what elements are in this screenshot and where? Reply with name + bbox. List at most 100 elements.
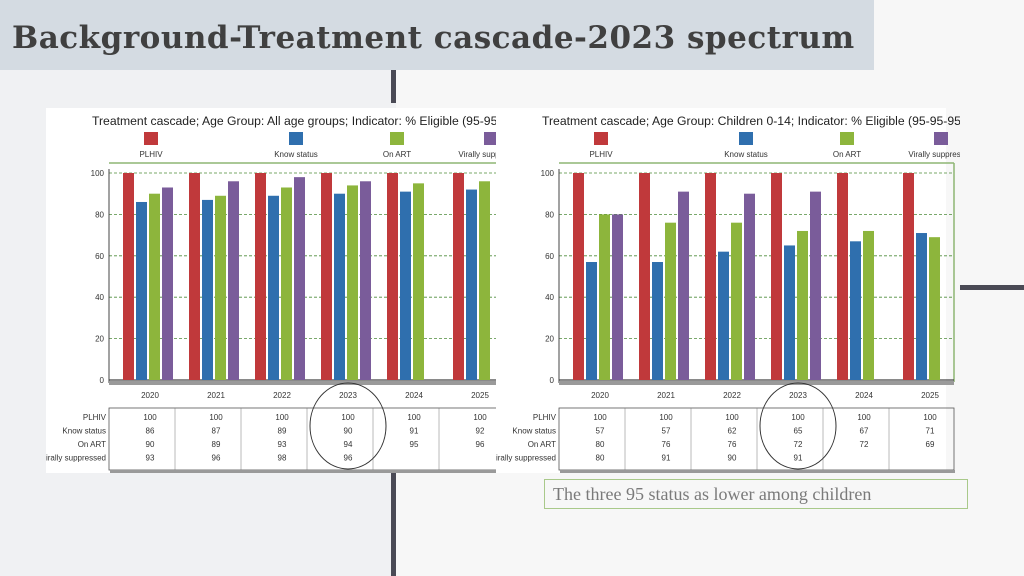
bar-on-art	[797, 230, 808, 380]
x-axis-shadow	[109, 381, 496, 385]
y-tick-label: 20	[95, 335, 104, 344]
x-tick-label: 2025	[921, 391, 939, 400]
bar-on-art	[599, 214, 610, 380]
legend-swatch	[484, 132, 496, 145]
slide-title: Background-Treatment cascade-2023 spectr…	[12, 20, 855, 56]
legend-swatch	[739, 132, 753, 145]
y-tick-label: 100	[541, 169, 555, 178]
table-cell: 100	[923, 413, 937, 422]
chart-title: Treatment cascade; Age Group: Children 0…	[542, 114, 960, 128]
table-cell: 69	[926, 440, 935, 449]
table-cell: 100	[407, 413, 421, 422]
chart-panel-children: Treatment cascade; Age Group: Children 0…	[496, 108, 960, 473]
bar-know-status	[784, 245, 795, 380]
legend-label: Virally suppressed	[458, 150, 496, 159]
y-tick-label: 60	[545, 252, 554, 261]
table-cell: 100	[473, 413, 487, 422]
legend-label: PLHIV	[589, 150, 613, 159]
legend-swatch	[840, 132, 854, 145]
table-cell: 95	[410, 440, 419, 449]
bar-plhiv	[705, 173, 716, 380]
table-cell: 57	[596, 427, 605, 436]
table-cell: 91	[410, 427, 419, 436]
y-tick-label: 100	[91, 169, 105, 178]
data-table-shadow	[560, 470, 955, 473]
table-cell: 94	[344, 440, 353, 449]
bar-virally-suppressed	[162, 187, 173, 380]
data-table-shadow	[110, 470, 496, 473]
highlight-ellipse	[309, 382, 387, 470]
bar-virally-suppressed	[228, 181, 239, 380]
bar-plhiv	[573, 173, 584, 380]
x-tick-label: 2025	[471, 391, 489, 400]
bar-plhiv	[771, 173, 782, 380]
legend-swatch	[390, 132, 404, 145]
table-cell: 89	[212, 440, 221, 449]
table-cell: 96	[476, 440, 485, 449]
table-row-label: PLHIV	[533, 413, 557, 422]
table-cell: 91	[794, 454, 803, 463]
bar-know-status	[850, 241, 861, 380]
table-cell: 100	[209, 413, 223, 422]
legend-label: Virally suppressed	[908, 150, 960, 159]
x-tick-label: 2024	[405, 391, 423, 400]
x-tick-label: 2020	[141, 391, 159, 400]
bar-virally-suppressed	[810, 191, 821, 380]
legend-label: On ART	[833, 150, 861, 159]
table-cell: 100	[341, 413, 355, 422]
table-cell: 98	[278, 454, 287, 463]
x-tick-label: 2021	[207, 391, 225, 400]
bar-plhiv	[903, 173, 914, 380]
bar-virally-suppressed	[744, 193, 755, 380]
bar-virally-suppressed	[612, 214, 623, 380]
bar-plhiv	[639, 173, 650, 380]
y-tick-label: 80	[95, 210, 104, 219]
legend-label: On ART	[383, 150, 411, 159]
table-cell: 93	[146, 454, 155, 463]
table-cell: 100	[725, 413, 739, 422]
x-tick-label: 2024	[855, 391, 873, 400]
legend-label: Know status	[724, 150, 768, 159]
data-table-frame	[108, 407, 496, 471]
chart-children: Treatment cascade; Age Group: Children 0…	[496, 114, 960, 473]
x-tick-label: 2023	[789, 391, 807, 400]
table-cell: 93	[278, 440, 287, 449]
bar-know-status	[916, 233, 927, 380]
chart-panel-all-ages: Treatment cascade; Age Group: All age gr…	[46, 108, 496, 473]
callout-text: The three 95 status as lower among child…	[553, 484, 872, 504]
table-row-label: Know status	[62, 427, 106, 436]
table-row-label: On ART	[78, 440, 106, 449]
bar-on-art	[479, 181, 490, 380]
highlight-ellipse	[759, 382, 837, 470]
bar-know-status	[466, 189, 477, 380]
bar-know-status	[718, 251, 729, 380]
table-cell: 72	[794, 440, 803, 449]
table-cell: 100	[791, 413, 805, 422]
y-tick-label: 0	[550, 376, 555, 385]
table-cell: 76	[728, 440, 737, 449]
table-cell: 57	[662, 427, 671, 436]
table-cell: 65	[794, 427, 803, 436]
bar-on-art	[863, 230, 874, 380]
x-tick-label: 2020	[591, 391, 609, 400]
table-cell: 92	[476, 427, 485, 436]
bar-on-art	[215, 195, 226, 380]
y-tick-label: 60	[95, 252, 104, 261]
table-row-label: On ART	[528, 440, 556, 449]
bar-virally-suppressed	[294, 177, 305, 380]
bar-plhiv	[189, 173, 200, 380]
divider-right	[960, 285, 1024, 290]
chart-title: Treatment cascade; Age Group: All age gr…	[92, 114, 496, 128]
table-cell: 100	[857, 413, 871, 422]
bar-plhiv	[837, 173, 848, 380]
table-cell: 96	[212, 454, 221, 463]
bar-plhiv	[321, 173, 332, 380]
bar-plhiv	[387, 173, 398, 380]
table-cell: 76	[662, 440, 671, 449]
table-cell: 87	[212, 427, 221, 436]
table-cell: 86	[146, 427, 155, 436]
chart-all-ages: Treatment cascade; Age Group: All age gr…	[46, 114, 496, 473]
bar-know-status	[268, 195, 279, 380]
table-cell: 90	[344, 427, 353, 436]
table-cell: 91	[662, 454, 671, 463]
